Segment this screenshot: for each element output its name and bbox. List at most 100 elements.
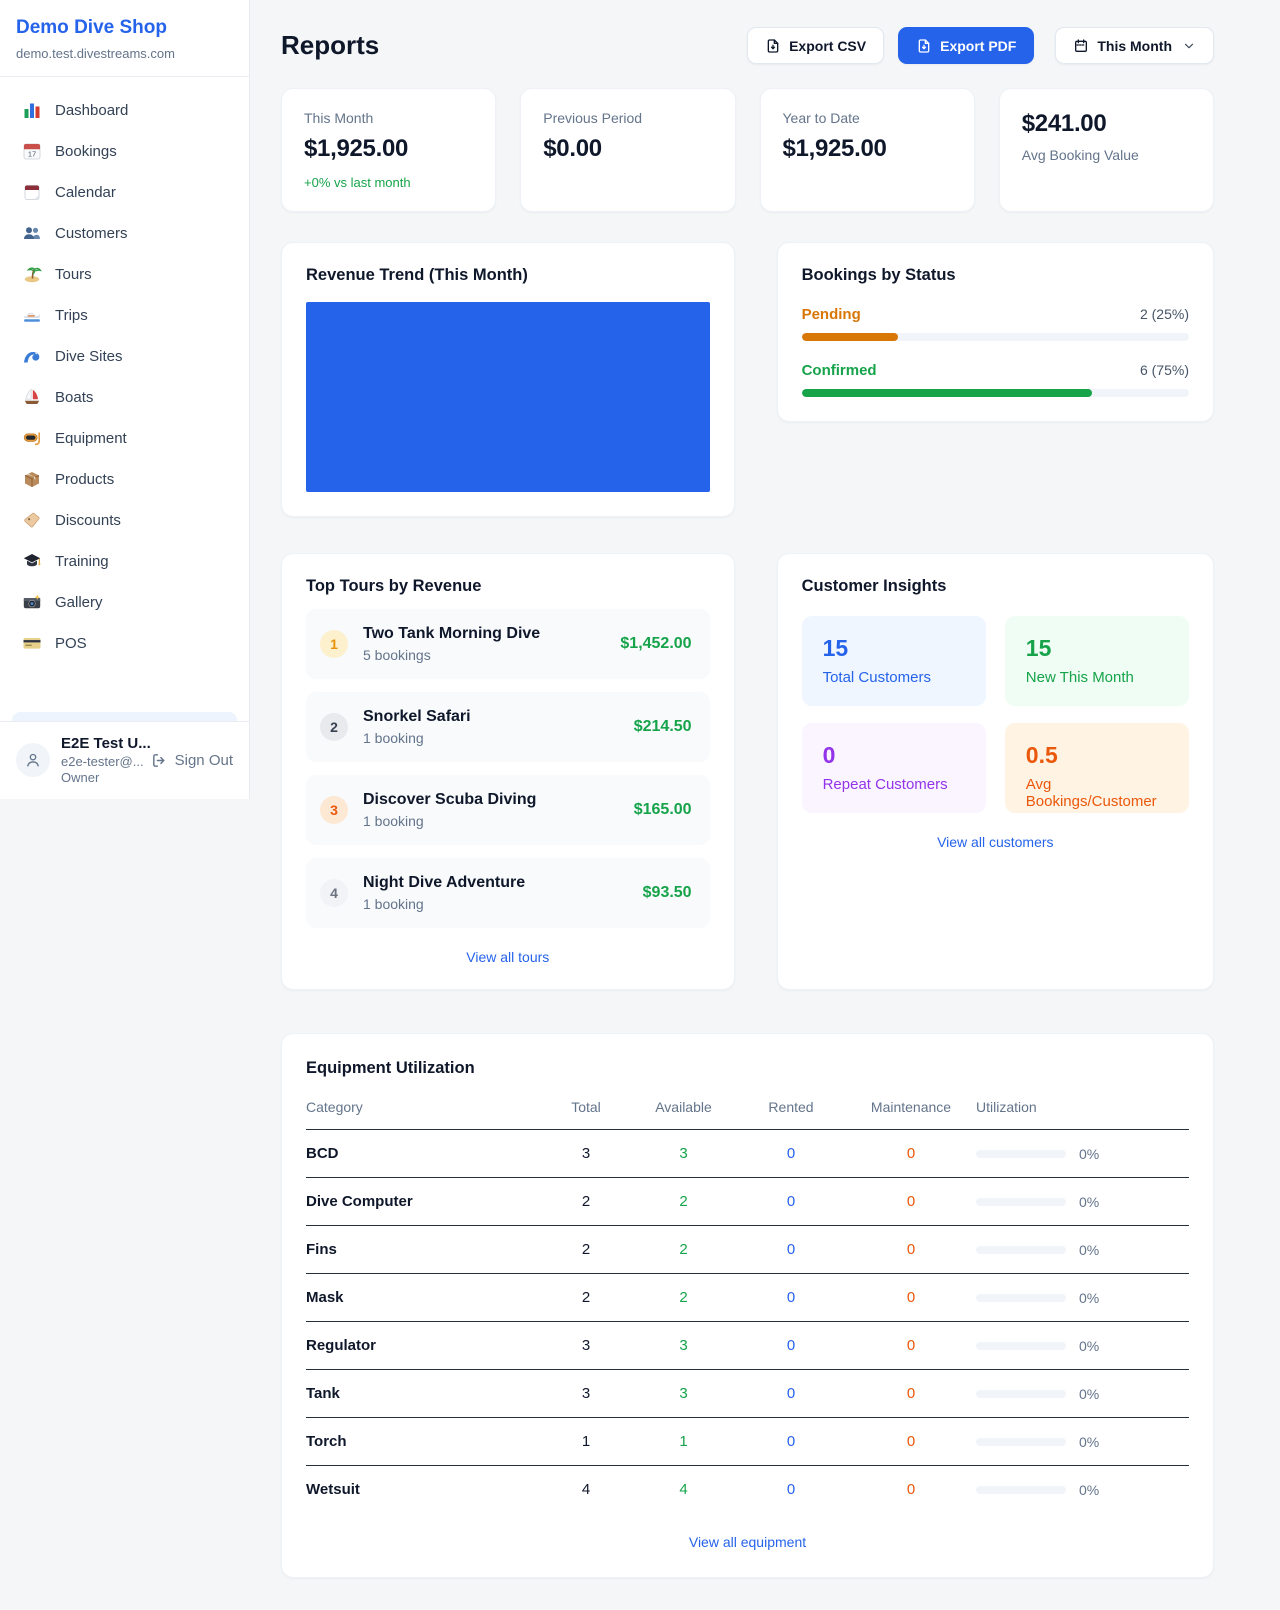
sidebar-item-discounts[interactable]: Discounts [12, 501, 237, 539]
table-row: Tank 3 3 0 0 0% [306, 1369, 1189, 1418]
cell-total: 2 [541, 1225, 631, 1274]
cell-maintenance: 0 [846, 1177, 976, 1226]
utilization-bar [976, 1389, 1066, 1398]
utilization-percent: 0% [1079, 1289, 1100, 1306]
utilization-bar [976, 1197, 1066, 1206]
sidebar-item-label: Customers [55, 224, 128, 242]
sidebar-item-label: Bookings [55, 142, 117, 160]
cell-total: 3 [541, 1369, 631, 1418]
sidebar-item-gallery[interactable]: Gallery [12, 583, 237, 621]
cell-rented: 0 [736, 1273, 846, 1322]
cell-total: 3 [541, 1129, 631, 1178]
cell-total: 1 [541, 1417, 631, 1466]
cell-rented: 0 [736, 1417, 846, 1466]
cell-total: 2 [541, 1273, 631, 1322]
sidebar-item-equipment[interactable]: Equipment [12, 419, 237, 457]
sidebar-item-dive-sites[interactable]: Dive Sites [12, 337, 237, 375]
tour-amount: $165.00 [633, 801, 692, 818]
svg-text:17: 17 [28, 150, 36, 159]
cell-category: Torch [306, 1417, 541, 1466]
cell-available: 4 [679, 1481, 688, 1498]
sidebar-item-pos[interactable]: POS [12, 624, 237, 662]
column-header-maintenance: Maintenance [846, 1097, 976, 1130]
tour-bookings: 1 booking [363, 896, 424, 912]
sidebar-item-label: Gallery [55, 593, 103, 611]
sidebar-item-trips[interactable]: Trips [12, 296, 237, 334]
utilization-bar [976, 1245, 1066, 1254]
revenue-trend-title: Revenue Trend (This Month) [306, 266, 528, 284]
tour-row: 4 Night Dive Adventure 1 booking $93.50 [306, 858, 710, 928]
cell-rented: 0 [736, 1225, 846, 1274]
utilization-percent: 0% [1079, 1241, 1100, 1258]
tour-row: 1 Two Tank Morning Dive 5 bookings $1,45… [306, 609, 710, 679]
cell-category: Fins [306, 1225, 541, 1274]
cell-rented: 0 [786, 1481, 796, 1498]
desert-island-icon [22, 264, 42, 284]
stat-card-this-month: This Month $1,925.00 +0% vs last month [281, 88, 497, 212]
credit-card-icon [22, 633, 42, 653]
camera-icon [22, 592, 42, 612]
table-row: Fins 2 2 0 0 0% [306, 1225, 1189, 1274]
tile-label: Avg Bookings/Customer [1025, 776, 1157, 810]
cell-maintenance: 0 [846, 1417, 976, 1466]
sidebar-item-bookings[interactable]: 17 Bookings [12, 132, 237, 170]
table-row: Torch 1 1 0 0 0% [306, 1417, 1189, 1466]
view-all-equipment-link[interactable]: View all equipment [688, 1534, 807, 1550]
sidebar-item-customers[interactable]: Customers [12, 214, 237, 252]
cell-total: 4 [581, 1481, 591, 1498]
user-name: E2E Test U... [61, 734, 151, 752]
stat-card-previous-period: Previous Period $0.00 [520, 88, 736, 212]
chevron-down-icon [1184, 43, 1194, 48]
sidebar-active-item-partial[interactable] [12, 711, 237, 721]
view-all-customers-link[interactable]: View all customers [937, 834, 1054, 850]
tour-amount: $1,452.00 [620, 635, 692, 652]
tile-label: Total Customers [822, 669, 931, 686]
utilization-percent: 0% [1079, 1433, 1100, 1450]
brand-block: Demo Dive Shop demo.test.divestreams.com [0, 0, 249, 77]
revenue-chart [306, 302, 710, 492]
cell-maintenance: 0 [846, 1225, 976, 1274]
bookings-by-status-title: Bookings by Status [801, 266, 956, 284]
stat-value: $1,925.00 [304, 135, 409, 162]
sidebar-item-label: Equipment [55, 429, 127, 447]
view-all-tours-link[interactable]: View all tours [466, 949, 550, 965]
cell-total: 3 [541, 1321, 631, 1370]
sidebar-item-training[interactable]: Training [12, 542, 237, 580]
sidebar-item-products[interactable]: Products [12, 460, 237, 498]
table-row: BCD 3 3 0 0 0% [306, 1129, 1189, 1178]
cell-maintenance: 0 [906, 1481, 916, 1498]
column-header-total: Total [541, 1097, 631, 1130]
graduation-cap-icon [22, 551, 42, 571]
insights-row: Top Tours by Revenue 1 Two Tank Morning … [281, 553, 1214, 990]
cell-rented: 0 [736, 1369, 846, 1418]
tile-value: 0 [822, 742, 836, 768]
bookings-by-status-card: Bookings by Status Pending 2 (25%) Confi… [776, 242, 1214, 422]
sidebar-item-boats[interactable]: Boats [12, 378, 237, 416]
user-panel: E2E Test U... e2e-tester@... Owner Sign … [0, 720, 249, 799]
period-dropdown[interactable]: This Month [1055, 27, 1214, 64]
user-role: Owner [61, 769, 100, 785]
export-csv-button[interactable]: Export CSV [747, 27, 885, 64]
status-row-confirmed: Confirmed 6 (75%) [801, 362, 1189, 397]
cell-rented: 0 [736, 1321, 846, 1370]
cell-category: Mask [306, 1273, 541, 1322]
cell-maintenance: 0 [846, 1369, 976, 1418]
sidebar-item-tours[interactable]: Tours [12, 255, 237, 293]
export-pdf-label: Export PDF [940, 37, 1017, 54]
table-row: Dive Computer 2 2 0 0 0% [306, 1177, 1189, 1226]
sidebar-item-label: Training [55, 552, 109, 570]
top-tours-title: Top Tours by Revenue [306, 577, 482, 595]
cell-available: 1 [631, 1417, 736, 1466]
cell-category: Dive Computer [306, 1177, 541, 1226]
utilization-percent: 0% [1079, 1337, 1100, 1354]
sidebar-item-dashboard[interactable]: Dashboard [12, 91, 237, 129]
cell-available: 3 [631, 1321, 736, 1370]
sidebar-item-calendar[interactable]: Calendar [12, 173, 237, 211]
stat-label: This Month [304, 110, 374, 126]
user-meta: E2E Test U... e2e-tester@... Owner [61, 734, 151, 787]
export-pdf-button[interactable]: Export PDF [898, 27, 1035, 64]
stat-label: Year to Date [782, 110, 860, 126]
tear-off-calendar-icon [22, 182, 42, 202]
cell-rented: 0 [736, 1177, 846, 1226]
sign-out-button[interactable]: Sign Out [151, 752, 233, 769]
